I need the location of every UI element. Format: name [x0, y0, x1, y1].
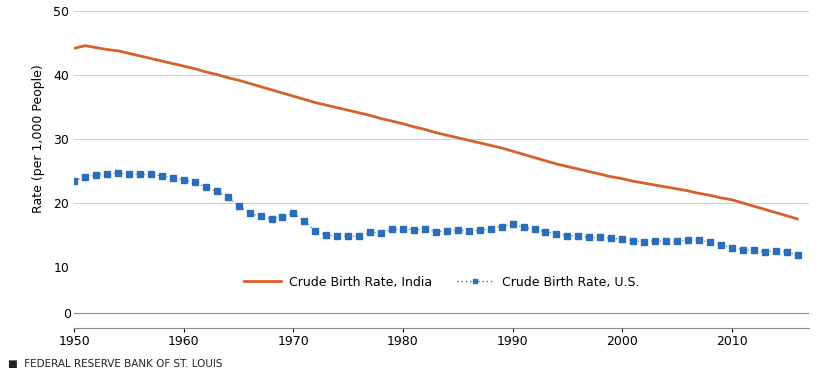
Crude Birth Rate, India: [628, 179, 638, 184]
Crude Birth Rate, U.S.: [69, 178, 79, 183]
Crude Birth Rate, U.S.: [749, 248, 759, 253]
Crude Birth Rate, India: [80, 44, 90, 48]
Crude Birth Rate, U.S.: [190, 180, 200, 185]
Crude Birth Rate, India: [69, 46, 79, 50]
Crude Birth Rate, India: [749, 204, 759, 209]
Crude Birth Rate, U.S.: [409, 228, 419, 232]
Crude Birth Rate, U.S.: [113, 171, 123, 175]
Crude Birth Rate, India: [376, 116, 386, 121]
Crude Birth Rate, India: [409, 125, 419, 129]
Crude Birth Rate, U.S.: [628, 238, 638, 243]
Y-axis label: Rate (per 1,000 People): Rate (per 1,000 People): [32, 65, 45, 213]
Crude Birth Rate, U.S.: [168, 176, 178, 180]
Crude Birth Rate, U.S.: [793, 253, 803, 258]
Crude Birth Rate, India: [190, 66, 200, 71]
Crude Birth Rate, India: [793, 217, 803, 221]
Crude Birth Rate, U.S.: [376, 231, 386, 235]
Text: ■  FEDERAL RESERVE BANK OF ST. LOUIS: ■ FEDERAL RESERVE BANK OF ST. LOUIS: [8, 359, 223, 369]
Line: Crude Birth Rate, India: Crude Birth Rate, India: [74, 46, 798, 219]
Legend: Crude Birth Rate, India, Crude Birth Rate, U.S.: Crude Birth Rate, India, Crude Birth Rat…: [238, 271, 644, 294]
Crude Birth Rate, India: [168, 62, 178, 66]
Line: Crude Birth Rate, U.S.: Crude Birth Rate, U.S.: [72, 170, 800, 258]
